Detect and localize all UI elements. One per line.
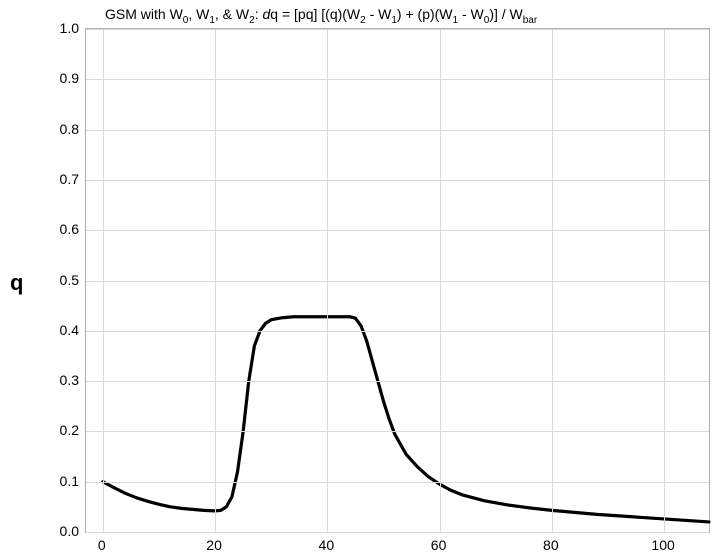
y-tick-label: 0.8 [39, 121, 79, 137]
grid-line-horizontal [86, 331, 709, 332]
grid-line-horizontal [86, 532, 709, 533]
x-tick-label: 80 [543, 537, 559, 553]
y-tick-label: 0.4 [39, 322, 79, 338]
grid-line-horizontal [86, 130, 709, 131]
plot-area [85, 28, 710, 533]
grid-line-horizontal [86, 281, 709, 282]
y-tick-label: 0.2 [39, 422, 79, 438]
y-tick-label: 0.3 [39, 372, 79, 388]
chart-container: q GSM with W0, W1, & W2: dq = [pq] [(q)(… [0, 0, 719, 559]
y-tick-label: 0.1 [39, 473, 79, 489]
y-tick-label: 0.0 [39, 523, 79, 539]
chart-title: GSM with W0, W1, & W2: dq = [pq] [(q)(W2… [105, 6, 537, 26]
x-tick-label: 100 [651, 537, 674, 553]
y-tick-label: 0.5 [39, 272, 79, 288]
grid-line-horizontal [86, 180, 709, 181]
grid-line-horizontal [86, 230, 709, 231]
y-tick-label: 0.6 [39, 221, 79, 237]
grid-line-horizontal [86, 381, 709, 382]
series-line [103, 317, 709, 522]
x-tick-label: 60 [431, 537, 447, 553]
grid-line-horizontal [86, 431, 709, 432]
y-axis-label: q [10, 270, 23, 296]
y-tick-label: 0.9 [39, 70, 79, 86]
y-tick-label: 0.7 [39, 171, 79, 187]
grid-line-horizontal [86, 29, 709, 30]
x-tick-label: 20 [206, 537, 222, 553]
grid-line-horizontal [86, 482, 709, 483]
x-tick-label: 40 [319, 537, 335, 553]
y-tick-label: 1.0 [39, 20, 79, 36]
grid-line-horizontal [86, 79, 709, 80]
x-tick-label: 0 [98, 537, 106, 553]
